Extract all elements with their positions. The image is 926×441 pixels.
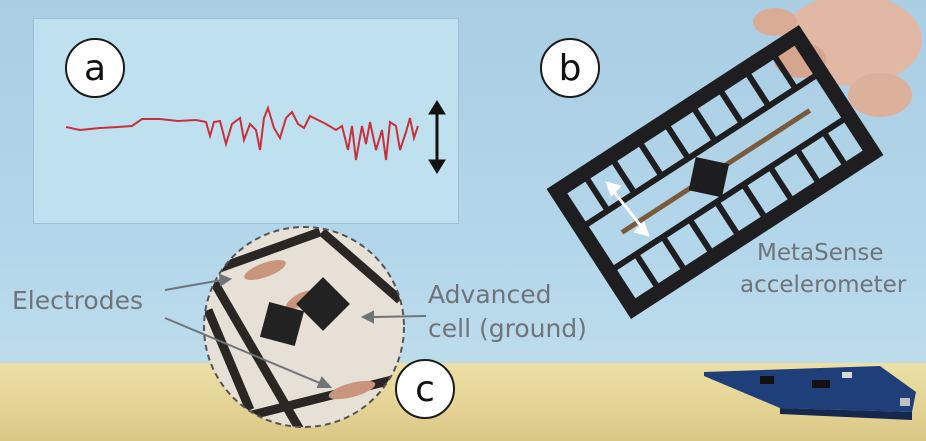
panel-label-a: a: [65, 38, 125, 98]
panel-label-b: b: [540, 38, 600, 98]
magnified-inset: [204, 227, 404, 427]
double-arrow-icon: [428, 100, 446, 174]
motion-arrow-icon: [605, 181, 650, 237]
metasense-label-line1: MetaSense: [757, 240, 884, 266]
metasense-lattice: [546, 25, 884, 319]
inset-border: [203, 226, 405, 428]
signal-trace: [65, 104, 419, 161]
advanced-cell-label-line1: Advanced: [428, 280, 552, 309]
advanced-cell-label-line2: cell (ground): [428, 314, 587, 343]
circuit-board: [704, 366, 916, 420]
panel-label-c: c: [395, 359, 455, 419]
electrodes-label: Electrodes: [12, 286, 143, 315]
metasense-label-line2: accelerometer: [740, 272, 907, 298]
